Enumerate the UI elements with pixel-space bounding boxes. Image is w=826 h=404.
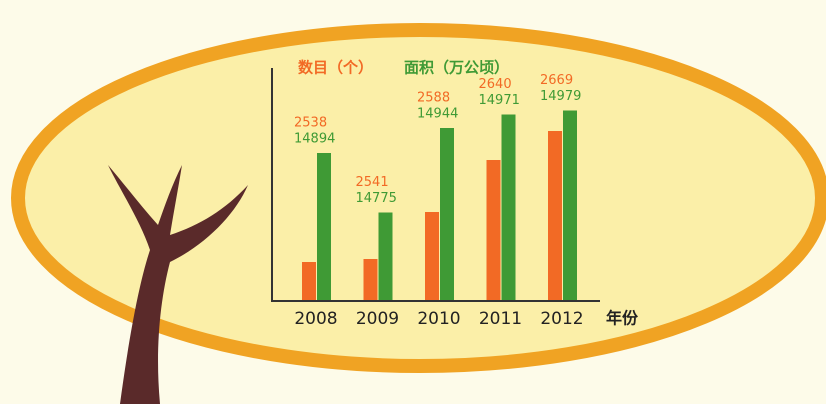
value-label: 2538 xyxy=(294,116,327,131)
value-label: 2588 xyxy=(417,91,450,106)
legend-label: 面积（万公顷） xyxy=(404,59,509,77)
x-tick-label: 2009 xyxy=(356,309,399,329)
value-label: 14775 xyxy=(356,191,397,206)
x-tick-label: 2010 xyxy=(417,309,460,329)
bar xyxy=(317,153,331,300)
x-tick-label: 2008 xyxy=(294,309,337,329)
legend-label: 数目（个） xyxy=(298,59,373,77)
value-label: 14894 xyxy=(294,132,335,147)
x-tick-label: 2011 xyxy=(479,309,522,329)
bar xyxy=(425,212,439,300)
x-tick-label: 2012 xyxy=(540,309,583,329)
value-label: 2669 xyxy=(540,73,573,88)
x-axis-label: 年份 xyxy=(606,309,639,328)
bar xyxy=(363,259,378,300)
ellipse-frame xyxy=(11,23,826,373)
value-label: 14979 xyxy=(540,89,581,104)
value-label: 14944 xyxy=(417,107,458,122)
value-label: 2640 xyxy=(479,77,512,92)
value-label: 2541 xyxy=(356,175,389,190)
bar xyxy=(302,262,316,300)
tree xyxy=(108,165,248,404)
bar xyxy=(548,131,562,300)
bar xyxy=(440,128,454,300)
bar xyxy=(501,114,516,300)
value-label: 14971 xyxy=(479,93,520,108)
bar xyxy=(378,212,393,300)
bar xyxy=(563,110,577,300)
bar xyxy=(486,160,501,300)
